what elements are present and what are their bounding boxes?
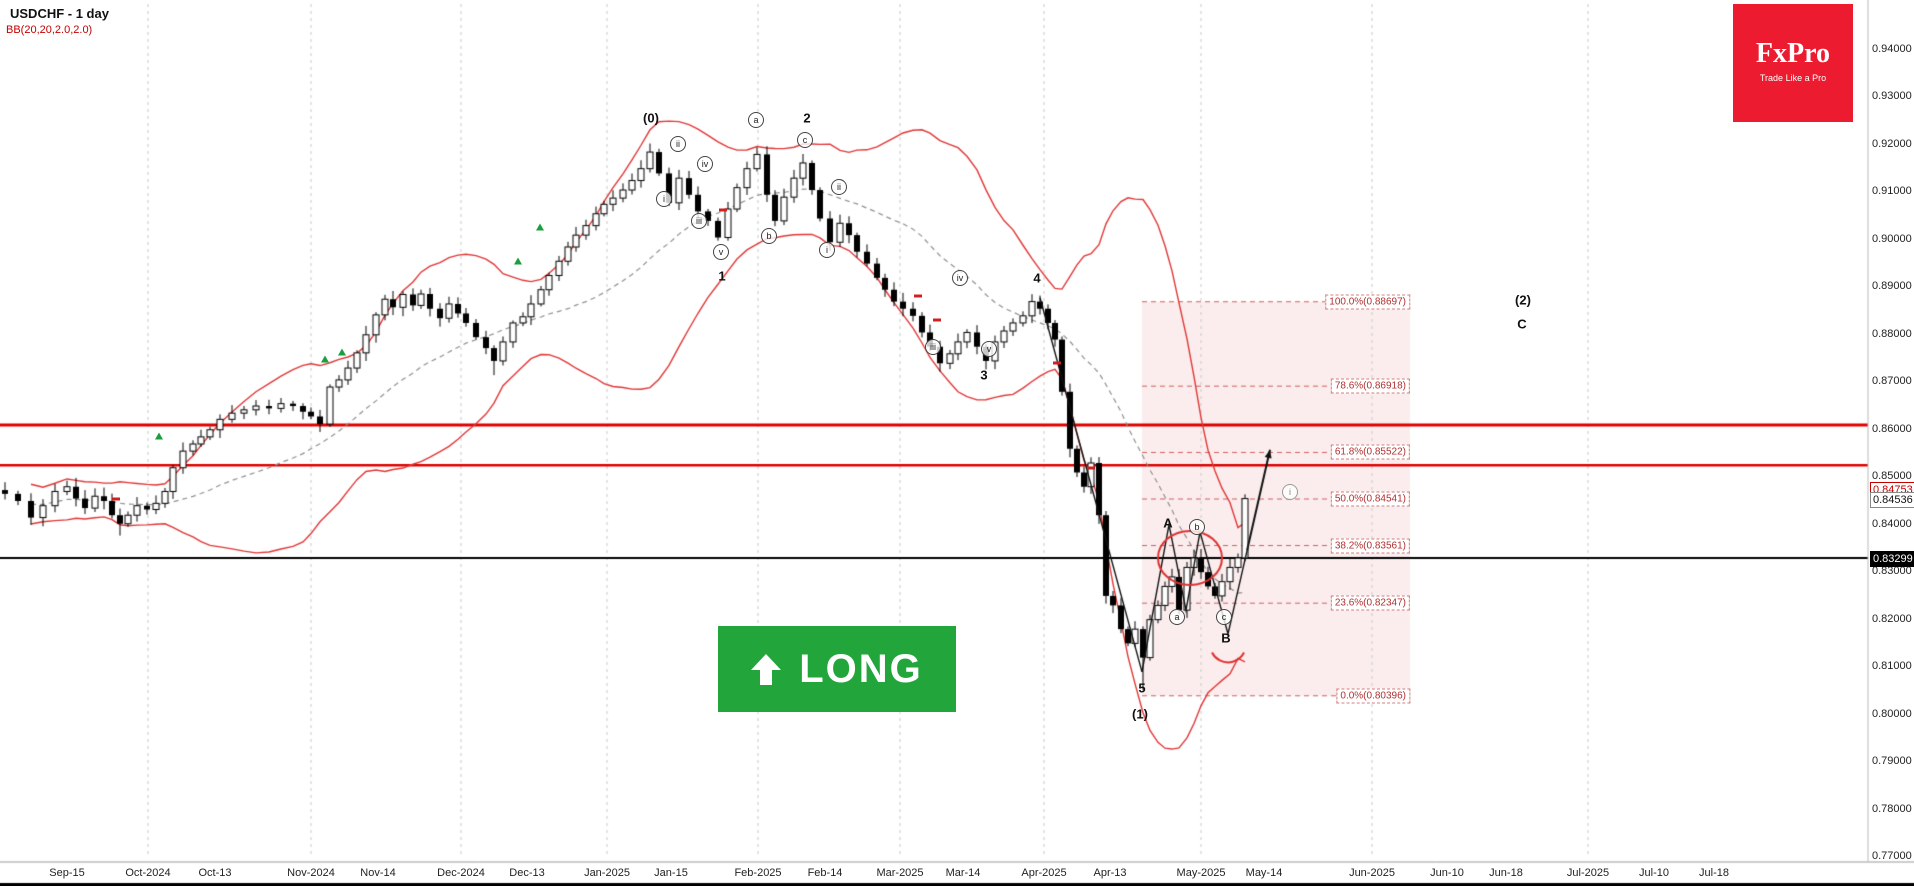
date-tick-label: Apr-2025 [1021,867,1067,879]
fxpro-logo: FxPro Trade Like a Pro [1733,4,1853,122]
wave-label-a: a [1169,609,1185,625]
date-tick-label: Dec-13 [509,867,545,879]
wave-label-v: v [713,244,729,260]
fib-level-label: 61.8%(0.85522) [1330,444,1410,460]
long-signal-label: LONG [799,646,923,691]
wave-label-B: B [1221,630,1231,646]
price-tick-label: 0.82000 [1872,612,1912,625]
trade-marker-buy [514,257,522,265]
price-tick-label: 0.91000 [1872,185,1912,198]
price-tick-label: 0.79000 [1872,755,1912,768]
wave-label-3: 3 [980,367,988,383]
wave-label-A: A [1163,515,1173,531]
wave-label-iv: iv [697,156,713,172]
price-tick-label: 0.88000 [1872,327,1912,340]
trade-marker-sell [1053,361,1061,365]
price-tick-label: 0.86000 [1872,422,1912,435]
wave-label-b: b [761,228,777,244]
price-tick-label: 0.87000 [1872,375,1912,388]
wave-label-iv: iv [952,270,968,286]
wave-label-a: a [748,112,764,128]
date-tick-label: Sep-15 [49,867,85,879]
trade-marker-buy [536,223,544,231]
date-tick-label: Feb-2025 [734,867,782,879]
wave-label-b: b [1189,519,1205,535]
fib-level-label: 38.2%(0.83561) [1330,538,1410,554]
price-tick-label: 0.89000 [1872,280,1912,293]
date-tick-label: Jun-10 [1430,867,1464,879]
wave-label-ii: ii [831,179,847,195]
wave-label-(2): (2) [1515,292,1531,308]
fib-level-label: 0.0%(0.80396) [1336,688,1410,704]
price-tick-label: 0.77000 [1872,850,1912,862]
date-tick-label: Jul-10 [1639,867,1669,879]
wave-label-i: i [819,242,835,258]
fib-level-label: 78.6%(0.86918) [1330,378,1410,394]
trade-marker-buy [155,432,163,440]
date-tick-label: Jun-18 [1489,867,1523,879]
date-tick-label: Jul-2025 [1566,867,1610,879]
price-marker-0.84536: 0.84536 [1870,492,1914,509]
wave-label-c: c [797,132,813,148]
trade-marker-sell [933,318,941,322]
date-tick-label: Apr-13 [1093,867,1127,879]
wave-label-4: 4 [1033,270,1041,286]
date-tick-label: May-14 [1245,867,1283,879]
fib-level-label: 23.6%(0.82347) [1330,595,1410,611]
date-tick-label: Feb-14 [807,867,843,879]
fib-level-label: 50.0%(0.84541) [1330,491,1410,507]
trade-marker-sell [719,208,727,212]
up-arrow-icon [751,653,782,685]
wave-label-(1): (1) [1132,706,1148,722]
date-tick-label: Jun-2025 [1349,867,1395,879]
price-tick-label: 0.90000 [1872,232,1912,245]
price-tick-label: 0.93000 [1872,90,1912,103]
date-tick-label: Nov-14 [360,867,396,879]
price-tick-label: 0.83000 [1872,565,1912,578]
fib-level-label: 100.0%(0.88697) [1325,294,1410,310]
price-tick-label: 0.84000 [1872,517,1912,530]
date-tick-label: Oct-2024 [125,867,171,879]
price-tick-label: 0.80000 [1872,707,1912,720]
trade-marker-sell [112,497,120,501]
trade-marker-buy [338,348,346,356]
wave-label-i: i [656,191,672,207]
wave-label-iii: iii [691,213,707,229]
date-tick-label: Dec-2024 [437,867,485,879]
price-tick-label: 0.85000 [1872,470,1912,483]
wave-label-c: c [1216,609,1232,625]
indicator-label: BB(20,20,2.0,2.0) [6,24,93,36]
symbol-title: USDCHF - 1 day [10,6,109,21]
date-tick-label: Oct-13 [198,867,232,879]
price-tick-label: 0.78000 [1872,802,1912,815]
price-tick-label: 0.92000 [1872,137,1912,150]
date-tick-label: May-2025 [1176,867,1226,879]
trade-marker-sell [1087,466,1095,470]
date-tick-label: Jan-15 [654,867,688,879]
date-tick-label: Jul-18 [1699,867,1729,879]
price-tick-label: 0.94000 [1872,43,1912,55]
wave-label-1: 1 [718,268,726,284]
wave-label-v: v [981,341,997,357]
trade-marker-sell [914,294,922,298]
wave-label-iii: iii [925,339,941,355]
fxpro-logo-tagline: Trade Like a Pro [1759,73,1827,83]
wave-label-5: 5 [1138,680,1146,696]
trade-marker-buy [321,355,329,363]
fxpro-logo-title: FxPro [1755,38,1831,69]
wave-label-2: 2 [803,110,811,126]
price-tick-label: 0.81000 [1872,660,1912,673]
wave-label-C: C [1517,316,1527,332]
date-tick-label: Mar-2025 [876,867,924,879]
wave-label-ii: ii [670,136,686,152]
wave-label-i: i [1282,484,1298,500]
long-signal-badge: LONG [718,626,956,712]
wave-label-(0): (0) [643,110,659,126]
date-tick-label: Mar-14 [945,867,981,879]
date-tick-label: Jan-2025 [584,867,630,879]
price-marker-0.83299: 0.83299 [1870,550,1914,567]
date-tick-label: Nov-2024 [287,867,335,879]
